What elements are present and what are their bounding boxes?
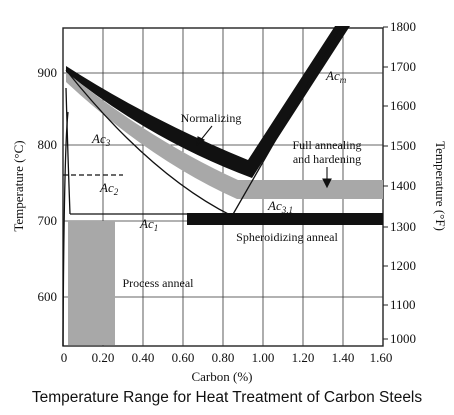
acm-label: Acm bbox=[325, 68, 347, 85]
ac1-left-rise bbox=[65, 87, 71, 215]
y-right-axis-title: Temperature (°F) bbox=[433, 141, 448, 231]
tick-x-020: 0.20 bbox=[92, 350, 115, 365]
tick-x-040: 0.40 bbox=[132, 350, 155, 365]
tick-f-1200: 1200 bbox=[390, 258, 416, 273]
tick-f-1300: 1300 bbox=[390, 219, 416, 234]
tick-f-1100: 1100 bbox=[390, 297, 416, 312]
tick-f-1500: 1500 bbox=[390, 138, 416, 153]
tick-x-140: 1.40 bbox=[332, 350, 355, 365]
normalizing-band bbox=[66, 26, 350, 178]
tick-c-700: 700 bbox=[38, 213, 58, 228]
tick-x-0: 0 bbox=[61, 350, 68, 365]
tick-c-800: 800 bbox=[38, 137, 58, 152]
full-annealing-label-2: and hardening bbox=[293, 152, 361, 166]
ac3-line bbox=[65, 69, 233, 217]
acm-line bbox=[231, 27, 341, 217]
tick-f-1600: 1600 bbox=[390, 98, 416, 113]
tick-x-160: 1.60 bbox=[370, 350, 393, 365]
tick-f-1800: 1800 bbox=[390, 19, 416, 34]
ac31-label: Ac3,1 bbox=[267, 198, 293, 215]
tick-c-600: 600 bbox=[38, 289, 58, 304]
transformation-lines bbox=[62, 27, 341, 347]
x-axis-title: Carbon (%) bbox=[191, 369, 252, 384]
ac3-label: Ac3 bbox=[91, 131, 111, 148]
process-anneal-region bbox=[68, 221, 115, 345]
ac2-label: Ac2 bbox=[99, 180, 119, 197]
tick-f-1000: 1000 bbox=[390, 331, 416, 346]
tick-x-080: 0.80 bbox=[212, 350, 235, 365]
tick-f-1400: 1400 bbox=[390, 178, 416, 193]
spheroidizing-band bbox=[187, 213, 383, 225]
process-anneal-label: Process anneal bbox=[123, 276, 195, 290]
full-annealing-band bbox=[66, 72, 383, 199]
normalizing-label: Normalizing bbox=[181, 111, 242, 125]
tick-f-1700: 1700 bbox=[390, 59, 416, 74]
right-fahrenheit-labels: 1000 1100 1200 1300 1400 1500 1600 1700 … bbox=[390, 19, 416, 346]
y-left-axis-title: Temperature (°C) bbox=[11, 140, 26, 231]
x-axis-labels: 0 0.20 0.40 0.60 0.80 1.00 1.20 1.40 1.6… bbox=[61, 350, 393, 365]
arrows bbox=[196, 125, 332, 189]
right-fahrenheit-axis bbox=[383, 26, 388, 340]
tick-c-900: 900 bbox=[38, 65, 58, 80]
figure-caption: Temperature Range for Heat Treatment of … bbox=[31, 389, 423, 406]
tick-x-100: 1.00 bbox=[252, 350, 275, 365]
heat-treatment-diagram: 600 700 800 900 1000 1100 1200 1300 1400… bbox=[11, 19, 448, 384]
left-celsius-axis: 600 700 800 900 bbox=[38, 65, 58, 304]
tick-x-060: 0.60 bbox=[172, 350, 195, 365]
spheroidizing-label: Spheroidizing anneal bbox=[236, 230, 338, 244]
tick-x-120: 1.20 bbox=[292, 350, 315, 365]
ac1-label: Ac1 bbox=[139, 216, 158, 233]
full-annealing-label-1: Full annealing bbox=[293, 138, 362, 152]
